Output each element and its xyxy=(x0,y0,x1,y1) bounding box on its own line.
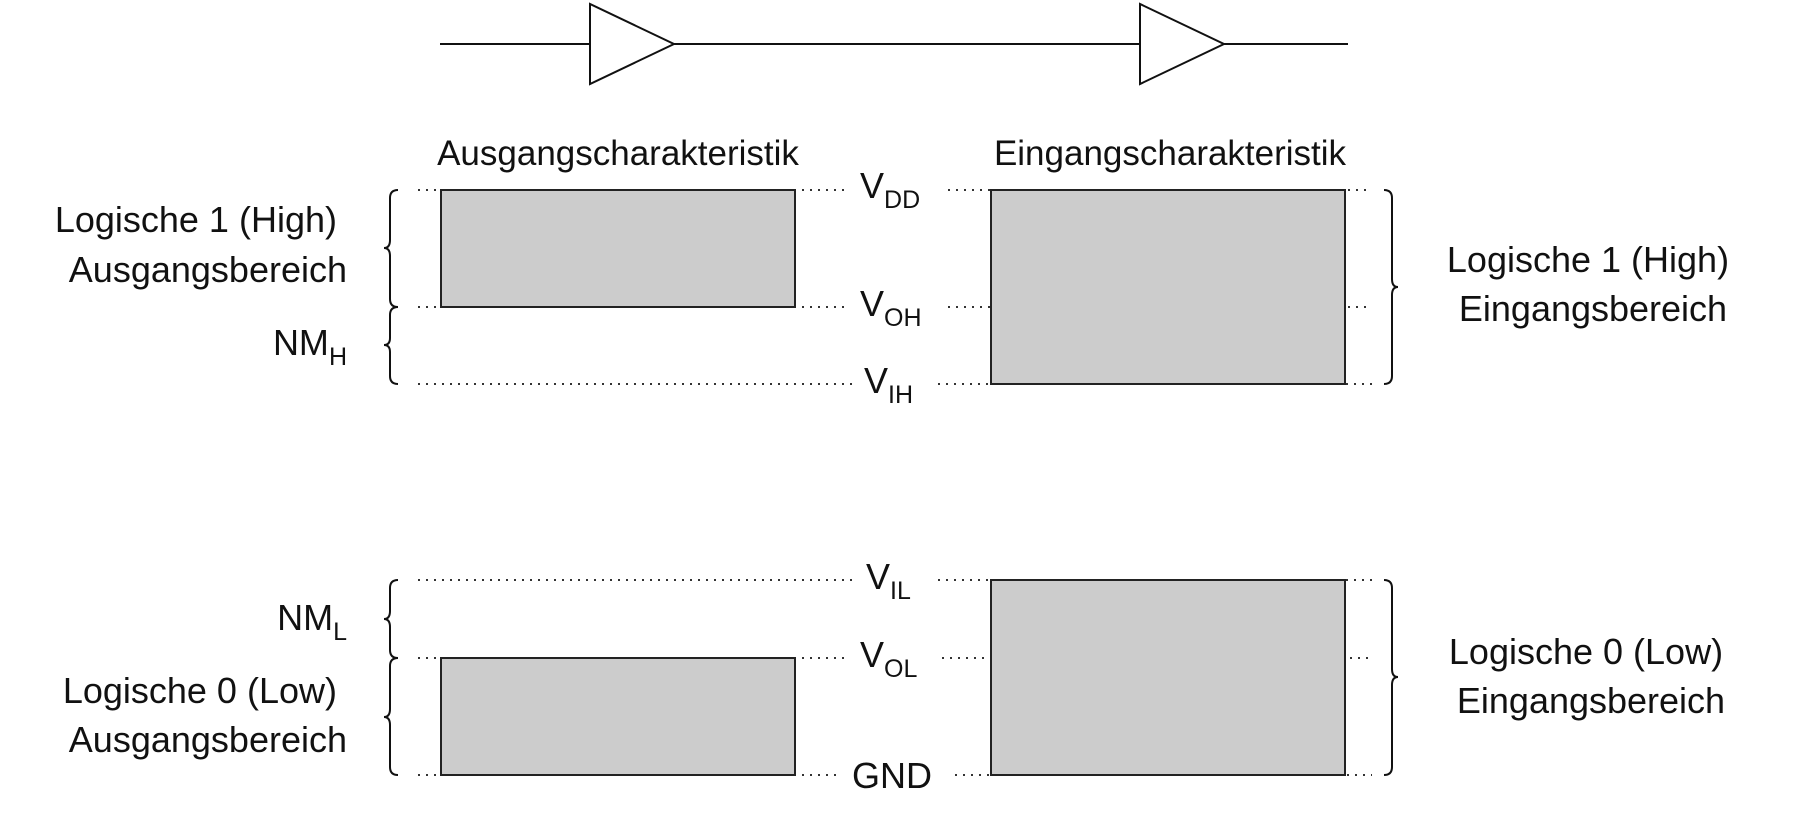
nmh-label: NMH xyxy=(273,322,347,371)
output-low-brace xyxy=(383,657,399,776)
input-low-region xyxy=(990,579,1346,776)
voh-label: VOH xyxy=(860,283,922,332)
input-high-brace xyxy=(1383,189,1399,385)
left-high-label: Logische 1 (High) Ausgangsbereich xyxy=(55,199,347,290)
output-characteristic-header: Ausgangscharakteristik xyxy=(437,134,799,173)
input-characteristic-header: Eingangscharakteristik xyxy=(994,134,1347,173)
left-low-label: Logische 0 (Low) Ausgangsbereich xyxy=(63,670,347,760)
nml-label: NML xyxy=(277,597,347,646)
gnd-label: GND xyxy=(852,755,932,796)
nmh-brace xyxy=(383,306,399,385)
vol-label: VOL xyxy=(860,634,917,683)
input-low-brace xyxy=(1383,579,1399,776)
output-high-region xyxy=(440,189,796,308)
buffer-1-icon xyxy=(589,2,677,86)
buffer-2-icon xyxy=(1139,2,1227,86)
output-low-region xyxy=(440,657,796,776)
vil-label: VIL xyxy=(866,556,911,605)
vdd-label: VDD xyxy=(860,165,920,214)
nml-brace xyxy=(383,579,399,659)
input-high-region xyxy=(990,189,1346,385)
right-low-label: Logische 0 (Low) Eingangsbereich xyxy=(1449,631,1733,721)
right-high-label: Logische 1 (High) Eingangsbereich xyxy=(1447,239,1739,329)
buffer-chain xyxy=(440,2,1348,86)
output-high-brace xyxy=(383,189,399,308)
vih-label: VIH xyxy=(864,360,913,409)
